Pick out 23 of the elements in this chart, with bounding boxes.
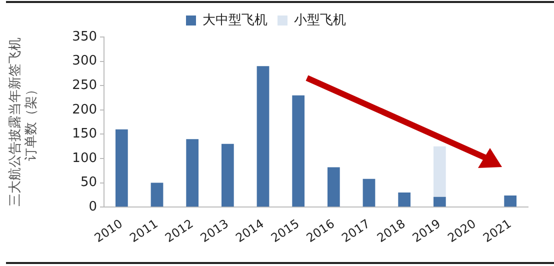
bar <box>504 195 517 207</box>
y-tick-label: 300 <box>72 54 98 69</box>
bar <box>433 196 446 207</box>
bar <box>362 178 376 207</box>
bar <box>150 182 164 207</box>
y-tick-label: 150 <box>72 126 98 142</box>
bar <box>256 66 270 207</box>
legend-label: 小型飞机 <box>294 12 346 28</box>
y-axis-title: 三大航公告披露当年新签飞机订单数（架） <box>8 38 39 207</box>
y-tick-label: 50 <box>80 175 98 190</box>
y-tick-label: 250 <box>72 78 98 93</box>
bar <box>398 192 411 207</box>
y-tick-label: 350 <box>72 29 98 44</box>
bar <box>115 129 128 207</box>
bar <box>433 146 446 197</box>
bar <box>186 139 199 207</box>
bar <box>292 95 305 207</box>
bar <box>327 167 340 207</box>
bar <box>221 144 234 207</box>
y-tick-label: 100 <box>72 150 98 166</box>
y-tick-label: 200 <box>72 102 98 118</box>
legend-label: 大中型飞机 <box>202 12 268 28</box>
y-tick-label: 0 <box>88 199 98 214</box>
